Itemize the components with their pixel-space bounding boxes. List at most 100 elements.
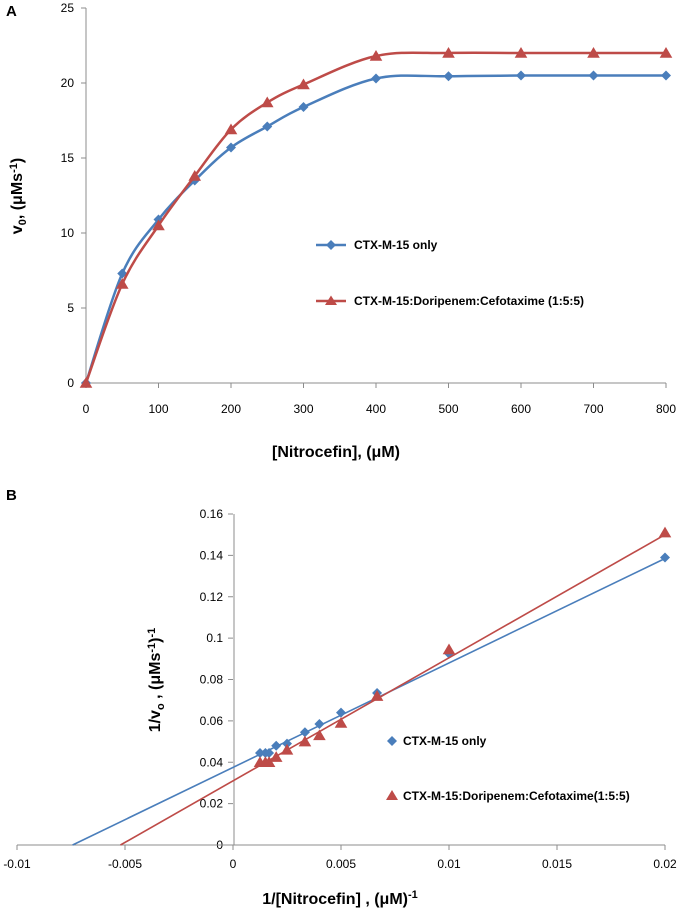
data-point-triangle xyxy=(370,690,384,701)
panel-b-legend-item-red: CTX-M-15:Doripenem:Cefotaxime(1:5:5) xyxy=(386,789,630,803)
x-tick-label: 400 xyxy=(366,402,386,416)
series-red xyxy=(120,526,672,846)
data-point-diamond xyxy=(661,70,671,81)
x-tick-label: 0 xyxy=(230,857,237,871)
data-point-triangle xyxy=(79,377,93,388)
panel-a-ticks: 0 5 10 15 20 25 0 100 200 300 400 500 600 700 800 xyxy=(61,1,677,416)
y-tick-label: 5 xyxy=(67,301,74,315)
data-point-diamond xyxy=(371,73,381,84)
y-tick-label: 0.02 xyxy=(200,797,224,811)
panel-a: A 0 5 10 15 20 25 0 100 200 300 400 500 600 700 800 v0… xyxy=(6,1,676,461)
y-tick-label: 0.08 xyxy=(200,673,224,687)
y-tick-label: 25 xyxy=(61,1,75,15)
data-point-triangle xyxy=(313,729,326,741)
x-tick-label: 0.005 xyxy=(326,857,356,871)
panel-a-legend-item-red: CTX-M-15:Doripenem:Cefotaxime (1:5:5) xyxy=(316,294,584,308)
y-tick-label: 0.12 xyxy=(200,590,224,604)
legend-diamond-marker xyxy=(387,736,397,746)
data-point-triangle xyxy=(442,643,456,655)
y-tick-label: 0.14 xyxy=(200,548,224,562)
data-point-triangle xyxy=(224,123,238,135)
panel-a-series xyxy=(79,47,673,388)
y-tick-label: 0.16 xyxy=(200,507,224,521)
y-tick-label: 20 xyxy=(61,76,75,90)
x-tick-label: 0 xyxy=(83,402,90,416)
data-point-triangle xyxy=(298,735,312,747)
x-tick-label: 0.02 xyxy=(653,857,677,871)
data-point-diamond xyxy=(282,738,292,749)
data-point-triangle xyxy=(659,47,673,58)
panel-a-x-axis-title: [Nitrocefin], (μM) xyxy=(272,444,400,461)
x-tick-label: -0.005 xyxy=(108,857,142,871)
data-point-diamond xyxy=(226,142,236,153)
x-tick-label: 500 xyxy=(438,402,458,416)
legend-label: CTX-M-15:Doripenem:Cefotaxime(1:5:5) xyxy=(403,789,630,803)
data-point-triangle xyxy=(260,96,274,108)
data-point-diamond xyxy=(443,71,454,82)
data-point-diamond xyxy=(299,727,310,738)
data-point-diamond xyxy=(264,747,275,758)
series-line xyxy=(84,51,666,384)
data-point-triangle xyxy=(269,751,283,762)
x-tick-label: 100 xyxy=(148,402,168,416)
data-point-triangle xyxy=(280,743,294,755)
y-tick-label: 10 xyxy=(61,226,75,240)
series-red xyxy=(79,47,673,388)
panel-b-series xyxy=(72,526,672,846)
x-tick-label: 800 xyxy=(656,402,676,416)
data-point-triangle xyxy=(658,526,672,538)
panel-b-legend: CTX-M-15 only CTX-M-15:Doripenem:Cefotax… xyxy=(386,734,630,803)
data-point-diamond xyxy=(588,70,599,81)
trendline xyxy=(120,533,666,846)
trendline xyxy=(72,557,666,846)
panel-b-y-axis-title: 1/vo , (μMs-1)-1 xyxy=(146,628,167,733)
panel-b-legend-item-blue: CTX-M-15 only xyxy=(387,734,487,748)
x-tick-label: -0.01 xyxy=(3,857,31,871)
y-tick-label: 0.1 xyxy=(206,631,223,645)
data-point-diamond xyxy=(298,102,309,112)
data-point-triangle xyxy=(369,50,383,61)
series-line xyxy=(84,74,666,384)
y-tick-label: 0.04 xyxy=(200,755,224,769)
x-tick-label: 0.015 xyxy=(542,857,572,871)
data-point-diamond xyxy=(255,747,265,758)
legend-triangle-marker xyxy=(325,295,337,305)
legend-triangle-marker xyxy=(386,790,398,800)
panel-b: B 0 0.02 0.04 0.06 0.08 0.1 0.12 0.14 0.16 -0.01 -… xyxy=(3,487,677,908)
data-point-triangle xyxy=(115,278,129,289)
data-point-diamond xyxy=(117,268,128,279)
x-tick-label: 0.01 xyxy=(437,857,461,871)
data-point-diamond xyxy=(336,707,346,718)
panel-a-label: A xyxy=(6,3,17,20)
x-tick-label: 300 xyxy=(293,402,313,416)
data-point-diamond xyxy=(516,70,526,81)
data-point-triangle xyxy=(188,170,202,181)
x-tick-label: 200 xyxy=(221,402,241,416)
data-point-triangle xyxy=(152,219,165,231)
data-point-triangle xyxy=(442,47,455,58)
legend-label: CTX-M-15 only xyxy=(403,734,487,748)
data-point-diamond xyxy=(660,552,670,563)
y-tick-label: 0 xyxy=(67,376,74,390)
y-tick-label: 0.06 xyxy=(200,714,224,728)
data-point-triangle xyxy=(262,756,276,768)
data-point-triangle xyxy=(587,47,600,58)
data-point-triangle xyxy=(334,716,348,728)
series-blue xyxy=(81,70,671,388)
data-point-triangle xyxy=(514,47,528,58)
data-point-diamond xyxy=(262,121,273,132)
legend-diamond-marker xyxy=(326,240,336,250)
x-tick-label: 700 xyxy=(583,402,603,416)
data-point-triangle xyxy=(297,78,310,90)
y-tick-label: 15 xyxy=(61,151,75,165)
panel-a-legend: CTX-M-15 only CTX-M-15:Doripenem:Cefotax… xyxy=(316,238,584,308)
x-tick-label: 600 xyxy=(511,402,531,416)
panel-b-ticks: 0 0.02 0.04 0.06 0.08 0.1 0.12 0.14 0.16 -0.01 -0.… xyxy=(3,507,677,871)
legend-label: CTX-M-15 only xyxy=(354,238,438,252)
panel-a-legend-item-blue: CTX-M-15 only xyxy=(316,238,438,252)
panel-b-label: B xyxy=(6,487,17,504)
data-point-diamond xyxy=(271,740,282,751)
legend-label: CTX-M-15:Doripenem:Cefotaxime (1:5:5) xyxy=(354,294,584,308)
panel-a-y-axis-title: v0, (μMs-1) xyxy=(8,158,29,234)
